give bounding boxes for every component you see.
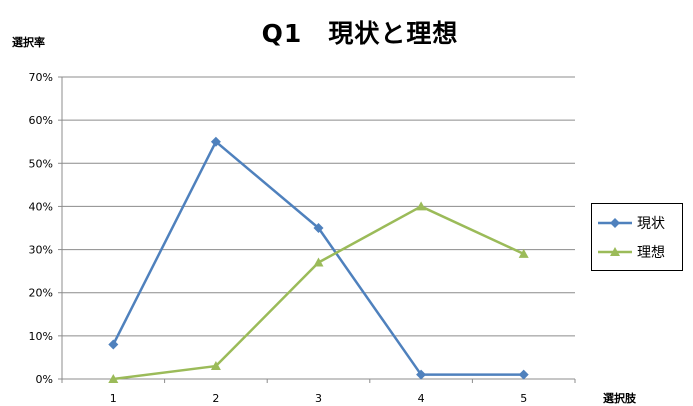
legend-item-series-1: 現状 <box>596 213 665 233</box>
data-point-series-1 <box>210 136 221 147</box>
y-axis-label: 選択率 <box>12 36 45 49</box>
data-point-series-2 <box>108 374 119 383</box>
y-tick-label: 40% <box>29 200 53 213</box>
legend: 現状 理想 <box>591 203 683 271</box>
y-tick-label: 10% <box>29 330 53 343</box>
x-tick-label: 2 <box>212 392 219 405</box>
chart-title: Q1 現状と理想 <box>261 19 459 48</box>
y-tick-label: 20% <box>29 287 53 300</box>
y-tick-label: 50% <box>29 157 53 170</box>
data-point-series-1 <box>518 369 529 380</box>
data-point-series-1 <box>108 339 119 350</box>
legend-swatch-series-1 <box>598 218 632 228</box>
y-tick-label: 0% <box>36 373 53 386</box>
data-point-series-2 <box>518 248 529 258</box>
data-point-series-1 <box>313 223 324 233</box>
y-tick-label: 30% <box>29 244 53 257</box>
x-tick-label: 5 <box>520 392 527 405</box>
legend-label-series-2: 理想 <box>637 245 665 261</box>
data-point-series-2 <box>210 361 221 371</box>
data-point-series-1 <box>416 369 427 380</box>
x-axis-label: 選択肢 <box>603 392 636 405</box>
x-tick-label: 4 <box>418 392 425 405</box>
legend-swatch-series-2 <box>598 247 632 256</box>
y-tick-label: 60% <box>29 114 53 127</box>
x-tick-label: 1 <box>110 392 117 405</box>
x-tick-label: 3 <box>315 392 322 405</box>
legend-item-series-2: 理想 <box>596 242 665 262</box>
legend-label-series-1: 現状 <box>637 216 665 232</box>
data-point-series-2 <box>416 201 427 211</box>
y-tick-label: 70% <box>29 71 53 84</box>
data-point-series-2 <box>313 257 324 267</box>
